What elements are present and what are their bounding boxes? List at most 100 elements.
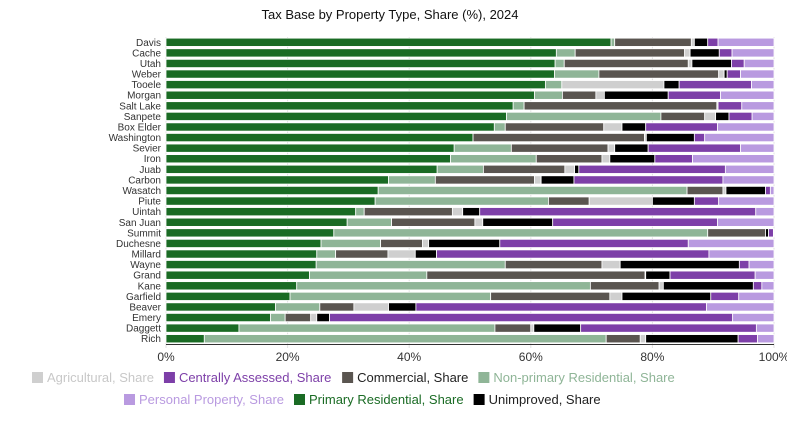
bar-daggett-series-2[interactable] <box>494 323 532 333</box>
bar-iron-series-0[interactable] <box>165 154 451 164</box>
bar-sevier-series-5[interactable] <box>647 143 741 153</box>
bar-beaver-series-0[interactable] <box>165 302 276 312</box>
bar-salt-lake-series-0[interactable] <box>165 101 514 111</box>
bar-iron-series-1[interactable] <box>450 154 537 164</box>
bar-juab-series-2[interactable] <box>482 164 566 174</box>
bar-uintah-series-5[interactable] <box>479 207 757 217</box>
bar-juab-series-4[interactable] <box>574 164 580 174</box>
legend-swatch-3[interactable] <box>478 372 490 383</box>
bar-uintah-series-3[interactable] <box>451 207 464 217</box>
bar-juab-series-3[interactable] <box>564 164 575 174</box>
bar-uintah-series-0[interactable] <box>165 207 357 217</box>
bar-morgan-series-0[interactable] <box>165 90 535 100</box>
bar-tooele-series-1[interactable] <box>544 80 563 90</box>
bar-rich-series-2[interactable] <box>605 334 641 344</box>
bar-utah-series-3[interactable] <box>687 58 693 69</box>
bar-grand-series-1[interactable] <box>309 270 428 280</box>
bar-piute-series-2[interactable] <box>548 196 590 206</box>
bar-garfield-series-3[interactable] <box>609 291 623 301</box>
bar-emery-series-3[interactable] <box>310 313 318 323</box>
bar-daggett-series-0[interactable] <box>165 323 240 333</box>
bar-summit-series-5[interactable] <box>768 228 774 238</box>
bar-utah-series-5[interactable] <box>731 58 745 69</box>
bar-cache-series-6[interactable] <box>731 48 775 58</box>
bar-duchesne-series-2[interactable] <box>380 238 423 248</box>
bar-sanpete-series-2[interactable] <box>660 111 706 121</box>
bar-box-elder-series-1[interactable] <box>493 122 506 132</box>
bar-cache-series-2[interactable] <box>574 48 686 58</box>
bar-kane-series-5[interactable] <box>752 281 763 291</box>
bar-salt-lake-series-2[interactable] <box>523 101 718 111</box>
bar-juab-series-0[interactable] <box>165 164 438 174</box>
legend-label-0[interactable]: Agricultural, Share <box>47 370 154 385</box>
bar-kane-series-1[interactable] <box>296 281 591 291</box>
bar-carbon-series-6[interactable] <box>722 175 775 185</box>
bar-millard-series-0[interactable] <box>165 249 318 259</box>
bar-san-juan-series-6[interactable] <box>717 217 775 227</box>
bar-salt-lake-series-1[interactable] <box>512 101 525 111</box>
bar-sevier-series-2[interactable] <box>510 143 609 153</box>
bar-uintah-series-4[interactable] <box>462 207 481 217</box>
bar-carbon-series-5[interactable] <box>573 175 724 185</box>
bar-cache-series-5[interactable] <box>718 48 733 58</box>
bar-washington-series-4[interactable] <box>645 133 695 143</box>
bar-piute-series-4[interactable] <box>652 196 695 206</box>
bar-garfield-series-2[interactable] <box>490 291 611 301</box>
bar-millard-series-3[interactable] <box>387 249 416 259</box>
bar-wasatch-series-5[interactable] <box>765 185 771 196</box>
bar-beaver-series-2[interactable] <box>319 302 355 312</box>
bar-utah-series-2[interactable] <box>563 58 689 69</box>
bar-weber-series-1[interactable] <box>554 69 600 79</box>
bar-tooele-series-0[interactable] <box>165 80 546 90</box>
bar-wasatch-series-2[interactable] <box>686 185 724 196</box>
bar-rich-series-0[interactable] <box>165 334 205 344</box>
bar-carbon-series-0[interactable] <box>165 175 389 185</box>
bar-piute-series-1[interactable] <box>374 196 549 206</box>
bar-sevier-series-4[interactable] <box>614 143 649 153</box>
bar-duchesne-series-6[interactable] <box>687 238 775 248</box>
bar-sanpete-series-6[interactable] <box>751 111 775 121</box>
bar-duchesne-series-0[interactable] <box>165 238 322 248</box>
bar-sanpete-series-5[interactable] <box>728 111 753 121</box>
bar-wayne-series-0[interactable] <box>165 260 317 270</box>
bar-morgan-series-6[interactable] <box>720 90 775 100</box>
bar-uintah-series-1[interactable] <box>355 207 365 217</box>
bar-garfield-series-5[interactable] <box>710 291 740 301</box>
bar-davis-series-5[interactable] <box>707 37 719 47</box>
bar-cache-series-3[interactable] <box>684 48 691 58</box>
bar-rich-series-6[interactable] <box>757 334 775 344</box>
bar-kane-series-6[interactable] <box>761 281 775 291</box>
bar-weber-series-3[interactable] <box>718 69 725 79</box>
bar-daggett-series-3[interactable] <box>530 323 535 333</box>
bar-sanpete-series-0[interactable] <box>165 111 507 121</box>
bar-sevier-series-1[interactable] <box>453 143 512 153</box>
bar-box-elder-series-6[interactable] <box>717 122 775 132</box>
bar-garfield-series-6[interactable] <box>738 291 775 301</box>
bar-summit-series-4[interactable] <box>765 228 769 238</box>
bar-cache-series-0[interactable] <box>165 48 557 58</box>
legend-label-2[interactable]: Commercial, Share <box>357 370 468 385</box>
legend-label-1[interactable]: Centrally Assessed, Share <box>179 370 331 385</box>
bar-iron-series-4[interactable] <box>609 154 656 164</box>
bar-san-juan-series-5[interactable] <box>552 217 718 227</box>
bar-davis-series-2[interactable] <box>614 37 692 47</box>
bar-grand-series-5[interactable] <box>669 270 756 280</box>
bar-morgan-series-2[interactable] <box>562 90 597 100</box>
bar-morgan-series-3[interactable] <box>595 90 605 100</box>
bar-wayne-series-6[interactable] <box>748 260 775 270</box>
bar-sanpete-series-3[interactable] <box>704 111 717 121</box>
bar-emery-series-6[interactable] <box>732 313 775 323</box>
legend-label-3[interactable]: Non-primary Residential, Share <box>493 370 674 385</box>
bar-san-juan-series-2[interactable] <box>391 217 476 227</box>
legend[interactable]: Agricultural, Share Centrally Assessed, S… <box>32 370 675 407</box>
bar-iron-series-5[interactable] <box>654 154 693 164</box>
legend-label-5[interactable]: Primary Residential, Share <box>309 392 464 407</box>
bar-uintah-series-6[interactable] <box>755 207 775 217</box>
bar-juab-series-1[interactable] <box>436 164 484 174</box>
bar-sevier-series-3[interactable] <box>607 143 616 153</box>
bar-duchesne-series-3[interactable] <box>422 238 430 248</box>
bar-washington-series-5[interactable] <box>693 133 706 143</box>
bar-emery-series-4[interactable] <box>316 313 330 323</box>
bar-grand-series-4[interactable] <box>645 270 671 280</box>
bar-juab-series-6[interactable] <box>724 164 775 174</box>
